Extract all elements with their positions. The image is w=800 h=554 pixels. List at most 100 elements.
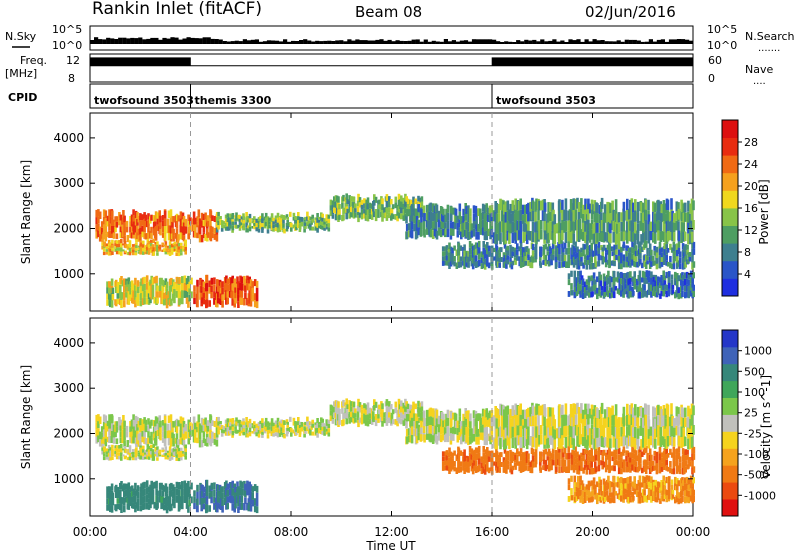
power-echo-cell (612, 271, 616, 278)
velocity-echo-cell (590, 447, 593, 455)
power-echo-cell (388, 212, 391, 219)
velocity-echo-cell (139, 445, 142, 449)
power-echo-cell (660, 247, 664, 253)
velocity-echo-cell (550, 453, 553, 459)
power-echo-cell (446, 220, 450, 229)
power-echo-cell (576, 197, 579, 209)
power-echo-cell (374, 215, 378, 222)
noise-sample (572, 40, 577, 44)
power-echo-cell (602, 222, 606, 233)
velocity-echo-cell (134, 437, 138, 445)
velocity-echo-cell (529, 416, 532, 427)
velocity-echo-cell (519, 466, 523, 473)
power-echo-cell (102, 251, 106, 256)
velocity-echo-cell (259, 420, 262, 424)
velocity-echo-cell (181, 417, 185, 425)
power-echo-cell (647, 199, 650, 210)
velocity-echo-cell (202, 492, 206, 498)
power-echo-cell (127, 298, 131, 305)
power-echo-cell (219, 299, 223, 305)
power-echo-cell (663, 289, 667, 294)
power-echo-cell (525, 246, 529, 252)
power-echo-cell (209, 225, 213, 234)
power-echo-cell (576, 252, 579, 258)
velocity-echo-cell (636, 455, 639, 462)
velocity-echo-cell (316, 418, 319, 423)
velocity-echo-cell (405, 414, 409, 422)
power-echo-cell (542, 254, 546, 260)
power-echo-cell (591, 286, 594, 292)
velocity-echo-cell (479, 425, 483, 433)
velocity-echo-cell (684, 466, 687, 473)
power-echo-cell (114, 286, 118, 293)
velocity-echo-cell (257, 433, 261, 438)
power-echo-cell (266, 229, 270, 234)
noise-sample (664, 41, 670, 44)
power-echo-cell (116, 281, 120, 288)
power-echo-cell (543, 202, 547, 212)
velocity-echo-cell (180, 450, 183, 455)
power-echo-cell (631, 240, 634, 248)
power-echo-cell (311, 218, 314, 223)
power-echo-cell (524, 256, 528, 261)
velocity-echo-cell (441, 466, 445, 471)
velocity-echo-cell (184, 448, 187, 452)
power-echo-cell (175, 290, 179, 298)
power-echo-cell (692, 284, 695, 291)
power-echo-cell (558, 254, 561, 262)
power-echo-cell (596, 276, 599, 283)
power-echo-cell (485, 230, 488, 241)
velocity-echo-cell (173, 501, 176, 509)
power-echo-cell (558, 261, 561, 269)
power-echo-cell (368, 208, 372, 214)
power-echo-cell (584, 231, 587, 243)
power-echo-cell (606, 201, 609, 213)
velocity-echo-cell (125, 425, 129, 432)
power-echo-cell (660, 280, 663, 286)
velocity-echo-cell (669, 461, 672, 468)
velocity-echo-cell (185, 483, 189, 490)
power-echo-cell (306, 216, 309, 222)
noise-sample (652, 41, 657, 44)
power-echo-cell (122, 249, 125, 252)
power-echo-cell (152, 251, 156, 256)
power-echo-cell (238, 222, 242, 227)
power-echo-cell (139, 234, 142, 242)
velocity-echo-cell (660, 452, 664, 458)
velocity-echo-cell (120, 481, 123, 489)
velocity-echo-cell (143, 488, 146, 496)
velocity-echo-cell (458, 432, 462, 440)
velocity-echo-cell (615, 449, 618, 455)
power-echo-cell (137, 247, 141, 250)
power-echo-cell (663, 275, 667, 281)
velocity-echo-cell (226, 422, 230, 428)
power-echo-cell (345, 193, 348, 200)
noise-sample (154, 37, 159, 44)
power-echo-cell (616, 223, 619, 234)
power-echo-cell (641, 270, 645, 278)
velocity-echo-cell (259, 424, 262, 428)
velocity-echo-cell (140, 451, 143, 456)
power-echo-cell (106, 293, 109, 300)
velocity-echo-cell (226, 496, 229, 503)
power-echo-cell (431, 230, 435, 239)
power-echo-cell (672, 241, 676, 248)
power-echo-cell (497, 249, 500, 256)
velocity-echo-cell (185, 489, 189, 496)
power-echo-cell (665, 243, 668, 250)
power-echo-cell (129, 281, 132, 288)
power-echo-cell (405, 223, 409, 232)
power-echo-cell (486, 228, 490, 236)
power-echo-cell (116, 293, 120, 299)
power-echo-cell (311, 214, 314, 219)
power-echo-cell (162, 280, 166, 287)
velocity-echo-cell (119, 431, 123, 438)
velocity-echo-cell (213, 438, 217, 445)
power-echo-cell (468, 254, 472, 262)
power-echo-cell (119, 220, 123, 227)
power-echo-cell (629, 230, 632, 242)
power-echo-cell (396, 210, 399, 216)
power-echo-cell (285, 214, 289, 219)
velocity-echo-cell (672, 468, 676, 475)
power-echo-cell (249, 286, 253, 293)
